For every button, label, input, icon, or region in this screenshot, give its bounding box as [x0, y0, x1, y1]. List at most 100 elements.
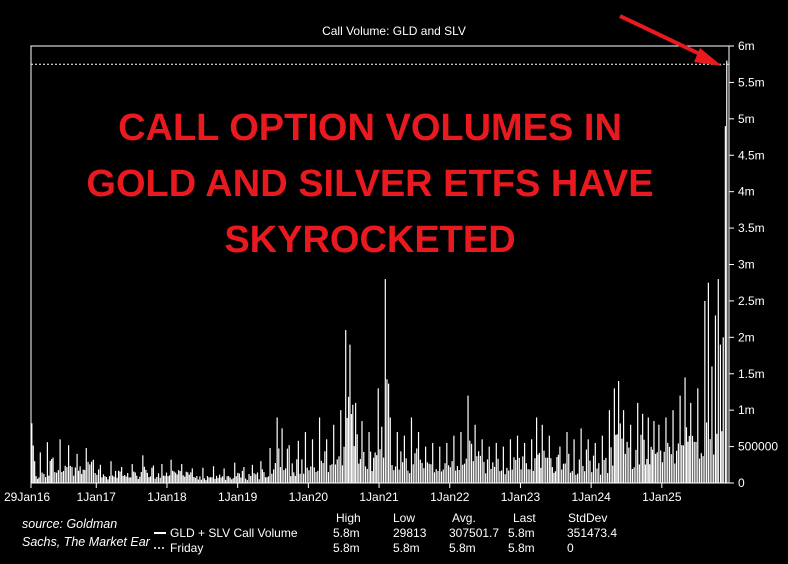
- volume-bar: [66, 467, 68, 483]
- volume-bar: [52, 457, 54, 483]
- volume-bar: [578, 459, 580, 483]
- volume-bar: [628, 447, 630, 483]
- volume-bar: [59, 439, 61, 483]
- volume-bar: [495, 442, 497, 483]
- volume-bar: [551, 467, 553, 483]
- volume-bar: [358, 463, 360, 483]
- volume-bar: [472, 461, 474, 483]
- volume-bar: [693, 441, 695, 483]
- volume-bar: [41, 472, 43, 483]
- volume-bar: [96, 474, 98, 483]
- volume-bar: [532, 470, 534, 483]
- volume-bar: [76, 453, 78, 483]
- stats-table: High Low Avg. Last StdDev GLD + SLV Call…: [154, 511, 617, 555]
- volume-bar: [534, 458, 536, 483]
- volume-bar: [637, 402, 639, 483]
- volume-bar: [250, 475, 252, 483]
- volume-bar: [554, 471, 556, 483]
- volume-bar: [663, 451, 665, 483]
- volume-bar: [313, 467, 315, 483]
- volume-bar: [101, 477, 103, 483]
- volume-bar: [235, 476, 237, 483]
- volume-bar: [329, 465, 331, 483]
- volume-bar: [151, 467, 153, 483]
- volume-bar: [635, 449, 637, 483]
- volume-bar: [285, 468, 287, 483]
- volume-bar: [651, 449, 654, 483]
- volume-bar: [585, 449, 588, 483]
- volume-bar: [440, 471, 443, 483]
- volume-bar: [483, 461, 485, 483]
- y-tick-label: 3m: [738, 258, 755, 272]
- volume-bar: [470, 443, 473, 483]
- volume-bar: [374, 452, 376, 483]
- volume-bar: [46, 442, 48, 483]
- volume-bar: [225, 479, 227, 483]
- volume-bar: [108, 476, 111, 483]
- volume-bar: [616, 434, 618, 483]
- volume-bar: [647, 417, 649, 483]
- volume-bar: [127, 473, 129, 483]
- volume-bar: [391, 465, 393, 483]
- volume-bar: [564, 463, 566, 483]
- volume-bar: [38, 477, 40, 483]
- volume-bar: [453, 435, 455, 483]
- volume-bar: [592, 455, 595, 483]
- volume-bar: [520, 469, 522, 483]
- volume-bar: [456, 466, 459, 483]
- volume-bar: [297, 440, 299, 483]
- volume-bar: [251, 464, 253, 483]
- volume-bar: [573, 439, 575, 483]
- volume-bar: [148, 477, 150, 483]
- volume-bar: [168, 475, 171, 483]
- volume-bar: [327, 472, 329, 483]
- volume-bar: [211, 477, 213, 483]
- volume-bar: [178, 470, 180, 483]
- volume-bar: [571, 471, 573, 483]
- volume-bar: [702, 456, 704, 483]
- volume-bar: [615, 434, 617, 483]
- volume-bar: [71, 466, 73, 483]
- volume-bar: [537, 454, 539, 483]
- volume-bar: [223, 468, 225, 483]
- volume-bar: [398, 469, 400, 483]
- volume-bar: [110, 461, 112, 483]
- volume-bar: [417, 432, 420, 483]
- volume-bar: [675, 450, 678, 483]
- volume-bar: [184, 476, 186, 483]
- volume-bar: [661, 462, 664, 483]
- volume-bar: [218, 474, 221, 483]
- volume-bar: [274, 463, 276, 483]
- volume-bar: [501, 470, 503, 483]
- volume-bar: [286, 448, 288, 483]
- volume-bar: [414, 453, 416, 483]
- volume-bar: [550, 458, 552, 483]
- source-note: source: Goldman Sachs, The Market Ear: [22, 517, 151, 549]
- volume-bar: [523, 442, 526, 483]
- volume-bar: [243, 466, 245, 483]
- volume-bar: [206, 476, 209, 483]
- volume-bar: [145, 469, 147, 483]
- volume-bar: [460, 432, 462, 483]
- volume-bar: [700, 453, 702, 483]
- volume-bar: [610, 447, 612, 483]
- volume-bar: [667, 442, 669, 483]
- volume-bar: [156, 477, 158, 483]
- volume-bar: [105, 476, 108, 483]
- volume-bar: [695, 441, 697, 483]
- red-arrow: [619, 14, 722, 66]
- volume-bar: [304, 432, 307, 483]
- volume-bar: [197, 479, 199, 483]
- volume-bar: [200, 479, 202, 483]
- volume-bar: [688, 435, 690, 483]
- volume-bar: [322, 463, 324, 483]
- headline-line-2: GOLD AND SILVER ETFS HAVE: [86, 163, 653, 205]
- volume-bar: [430, 464, 432, 483]
- volume-bar: [293, 472, 295, 483]
- volume-bar: [691, 435, 694, 483]
- volume-bar: [229, 477, 231, 483]
- volume-bar: [690, 402, 692, 483]
- volume-bar: [199, 476, 201, 483]
- volume-bar: [140, 472, 142, 483]
- y-axis-ticks: 0 500000 1m 1.5m 2m 2.5m 3m 3.5m 4m 4.5m 5m 5.5m 6m: [729, 39, 778, 490]
